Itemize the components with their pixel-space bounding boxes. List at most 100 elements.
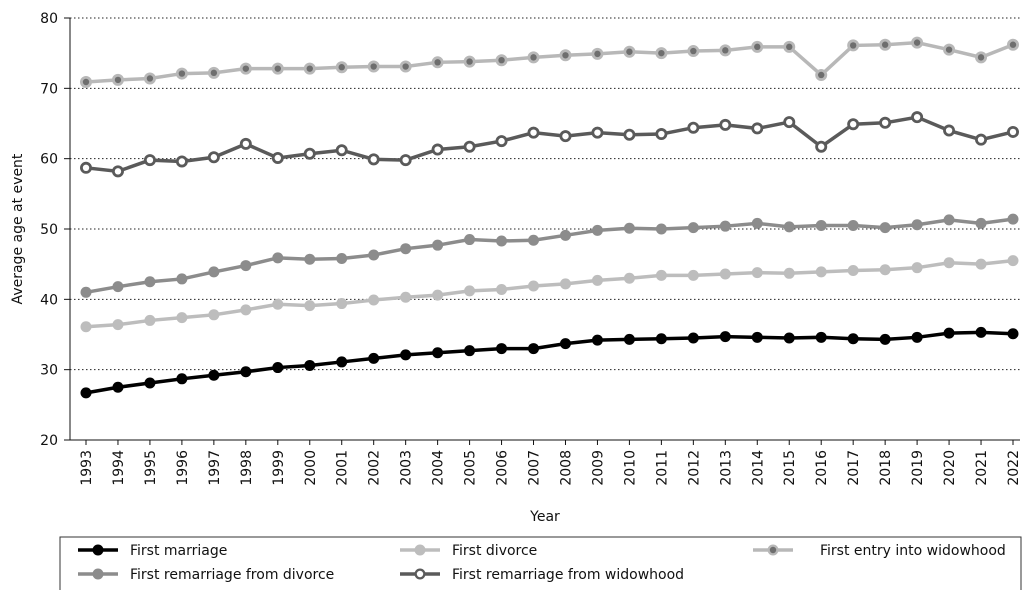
x-tick-label: 2010	[622, 450, 638, 486]
marker-core	[977, 136, 985, 143]
x-tick-label: 2011	[654, 450, 670, 486]
marker	[336, 356, 348, 368]
marker-core	[594, 129, 601, 136]
marker	[80, 321, 92, 333]
marker	[528, 234, 540, 246]
marker	[751, 331, 763, 343]
y-tick-label: 70	[40, 81, 58, 97]
marker	[719, 220, 731, 232]
marker	[144, 377, 156, 389]
marker-core	[786, 118, 793, 126]
marker-core	[690, 124, 697, 131]
marker	[368, 294, 380, 306]
x-tick-label: 2014	[750, 450, 766, 486]
marker	[464, 345, 476, 357]
marker	[112, 381, 124, 393]
marker-core	[402, 63, 409, 70]
marker-core	[370, 156, 377, 163]
marker-core	[722, 47, 729, 54]
marker	[815, 219, 827, 231]
marker	[911, 219, 923, 231]
x-tick-label: 2016	[814, 450, 830, 486]
marker	[400, 349, 412, 361]
marker	[783, 267, 795, 279]
x-tick-label: 1993	[79, 450, 95, 486]
marker	[400, 291, 412, 303]
marker-core	[722, 121, 729, 129]
marker-core	[945, 46, 953, 53]
x-tick-label: 1999	[271, 450, 287, 486]
marker	[879, 264, 891, 276]
legend-box	[59, 536, 1022, 594]
marker-core	[338, 64, 345, 71]
marker-core	[658, 130, 665, 138]
legend-marker	[92, 568, 104, 580]
marker	[144, 314, 156, 326]
marker-core	[626, 48, 633, 55]
y-tick-label: 50	[40, 222, 58, 238]
marker-core	[562, 132, 569, 140]
x-tick-label: 2017	[846, 450, 862, 486]
x-tick-label: 2018	[878, 450, 894, 486]
marker-core	[977, 54, 985, 61]
marker-core	[114, 76, 122, 84]
x-tick-label: 1995	[143, 450, 159, 486]
legend-marker-core	[416, 570, 424, 578]
marker-core	[466, 58, 473, 65]
marker	[719, 268, 731, 280]
marker	[1007, 213, 1019, 225]
marker	[783, 332, 795, 344]
marker	[847, 219, 859, 231]
marker	[591, 334, 603, 346]
marker	[719, 331, 731, 343]
y-axis-label: Average age at event	[10, 153, 26, 304]
marker	[336, 253, 348, 265]
marker	[687, 332, 699, 344]
marker	[1007, 328, 1019, 340]
marker-core	[818, 143, 825, 150]
marker-core	[1009, 128, 1017, 136]
marker-core	[146, 156, 154, 164]
marker-core	[881, 119, 889, 126]
x-tick-label: 2004	[431, 450, 447, 486]
marker	[911, 331, 923, 343]
x-tick-label: 2021	[974, 450, 990, 486]
marker	[687, 269, 699, 281]
marker	[655, 333, 667, 345]
marker-core	[242, 140, 250, 148]
marker-core	[594, 50, 601, 58]
marker	[943, 327, 955, 339]
marker	[623, 272, 635, 284]
marker-core	[466, 143, 473, 150]
marker	[272, 298, 284, 310]
legend-marker	[414, 544, 426, 556]
marker	[112, 281, 124, 293]
x-tick-label: 2001	[335, 450, 351, 486]
marker	[496, 235, 508, 247]
marker-core	[370, 63, 377, 70]
marker	[208, 266, 220, 278]
marker	[847, 264, 859, 276]
marker	[304, 359, 316, 371]
x-tick-label: 2008	[558, 450, 574, 486]
marker	[176, 312, 188, 324]
x-tick-label: 2013	[718, 450, 734, 486]
marker	[272, 362, 284, 374]
marker-core	[754, 43, 761, 51]
marker	[975, 258, 987, 270]
marker-core	[658, 49, 665, 57]
marker-core	[178, 70, 186, 77]
marker	[496, 283, 508, 295]
legend-label: First marriage	[130, 543, 227, 559]
y-tick-label: 80	[40, 11, 58, 27]
x-tick-label: 1997	[207, 450, 223, 486]
marker	[336, 298, 348, 310]
marker-core	[306, 150, 313, 157]
marker	[240, 304, 252, 316]
x-tick-label: 1998	[239, 450, 255, 486]
marker	[559, 338, 571, 350]
marker-core	[146, 75, 154, 82]
marker	[304, 300, 316, 312]
marker	[432, 289, 444, 301]
